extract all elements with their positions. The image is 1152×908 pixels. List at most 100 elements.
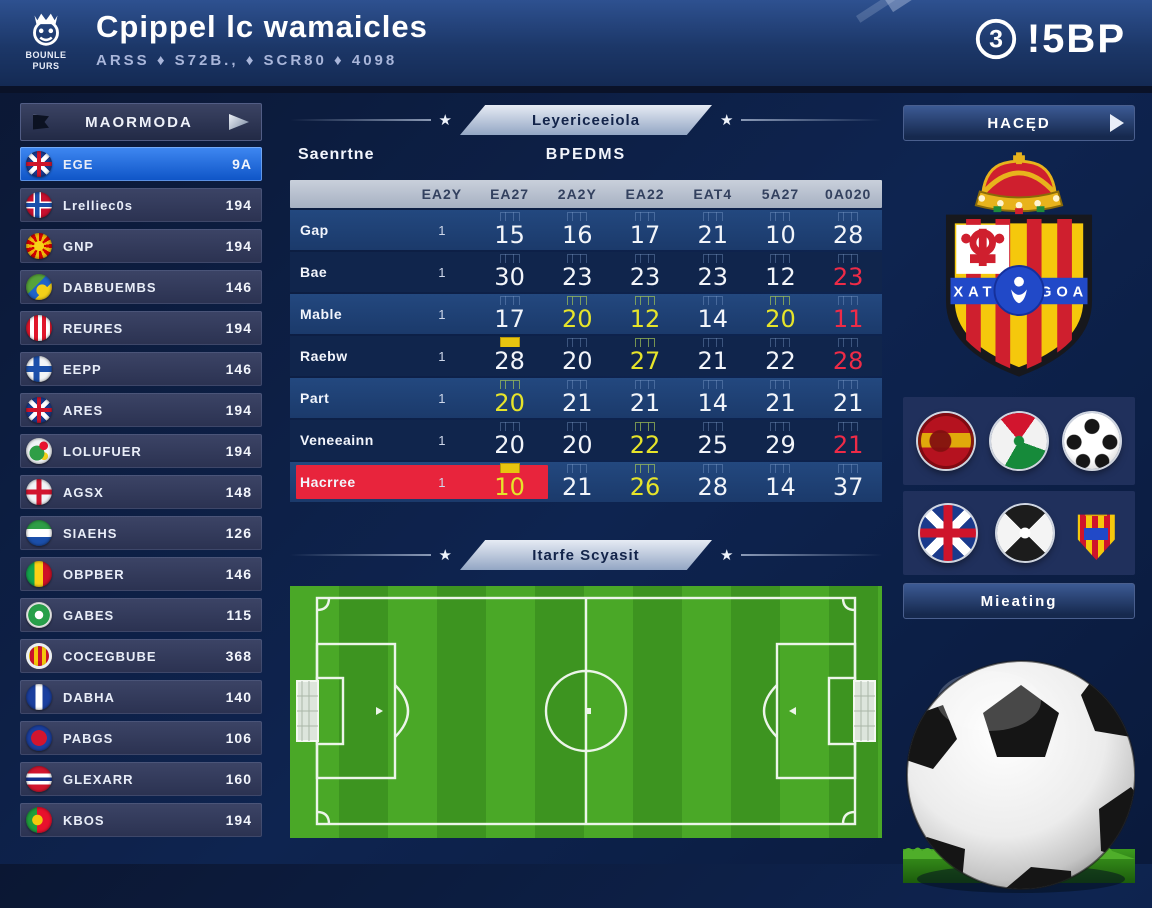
stat-cell: 21 xyxy=(814,379,882,417)
team-row[interactable]: SIAEHS 126 xyxy=(20,516,262,550)
stat-value: 10 xyxy=(494,473,525,501)
stat-row-name: Part xyxy=(300,390,330,406)
team-row[interactable]: COCEGBUBE 368 xyxy=(20,639,262,673)
team-name: REURES xyxy=(63,320,124,336)
column-header: EA27 xyxy=(490,186,530,202)
team-name: LOLUFUER xyxy=(63,443,142,459)
stats-row[interactable]: Part 1 20 21 21 14 21 21 xyxy=(290,378,882,418)
spain-badge-icon[interactable] xyxy=(917,413,974,469)
stat-row-name: Hacrree xyxy=(300,474,356,490)
soccer-ball-badge-icon[interactable] xyxy=(1064,413,1121,469)
flag-dark-icon xyxy=(33,114,49,130)
goal-icon xyxy=(702,463,723,473)
team-row[interactable]: EGE 9A xyxy=(20,147,262,181)
goal-icon xyxy=(499,253,520,263)
stat-cell: 23 xyxy=(814,253,882,291)
stat-value: 20 xyxy=(765,304,796,333)
stats-row[interactable]: Mable 1 17 20 12 14 20 11 xyxy=(290,294,882,334)
banner-title: Leyericeeiola xyxy=(460,105,712,135)
team-row[interactable]: ARES 194 xyxy=(20,393,262,427)
stats-row[interactable]: Raebw 1 28 20 27 21 22 28 xyxy=(290,336,882,376)
play-icon[interactable] xyxy=(1110,114,1124,132)
right-header-top[interactable]: HACĘD xyxy=(903,105,1135,141)
goal-icon xyxy=(838,295,859,305)
stat-value: 20 xyxy=(562,430,593,459)
title-block: Cpippel lc wamaicles ARSS ♦ S72B., ♦ SCR… xyxy=(96,9,428,69)
team-value: 194 xyxy=(225,320,252,336)
team-row[interactable]: GLEXARR 160 xyxy=(20,762,262,796)
stat-value: 23 xyxy=(629,262,661,291)
stats-row[interactable]: Gap 1 15 16 17 21 10 28 xyxy=(290,210,882,250)
team-row[interactable]: DABBUEMBS 146 xyxy=(20,270,262,304)
team-row[interactable]: GNP 194 xyxy=(20,229,262,263)
stat-row-pos: 1 xyxy=(438,222,446,238)
table-column-headers: EA2Y EA27 2A2Y EA22 EAT4 5A27 0A020 xyxy=(290,180,882,208)
team-value: 106 xyxy=(225,730,252,746)
stat-cell: 14 xyxy=(679,295,747,333)
app-header: BOUNLE PURS Cpippel lc wamaicles ARSS ♦ … xyxy=(0,0,1152,93)
goal-icon xyxy=(770,211,791,221)
stat-row-name: Gap xyxy=(300,222,329,238)
crest-green-icon xyxy=(26,438,52,464)
team-row[interactable]: REURES 194 xyxy=(20,311,262,345)
stat-row-pos: 1 xyxy=(438,474,446,490)
stat-value: 28 xyxy=(832,220,864,249)
stat-cell: 28 xyxy=(679,463,747,501)
stats-row[interactable]: Hacrree 1 10 21 26 28 14 37 xyxy=(290,462,882,502)
club-crest: XAT GOA xyxy=(903,141,1135,393)
goal-icon xyxy=(567,253,588,263)
team-name: GLEXARR xyxy=(63,771,134,787)
badge-panel-2 xyxy=(903,491,1135,575)
stats-table: Gap 1 15 16 17 21 10 28 Bae 1 30 23 23 23 12 23 Ma… xyxy=(290,210,882,502)
crest-mini-icon[interactable] xyxy=(1077,514,1115,560)
team-row[interactable]: AGSX 148 xyxy=(20,475,262,509)
stat-value: 21 xyxy=(697,220,728,249)
team-row[interactable]: GABES 115 xyxy=(20,598,262,632)
goal-icon xyxy=(499,379,520,389)
team-value: 146 xyxy=(225,361,252,377)
team-value: 194 xyxy=(225,197,252,213)
team-row[interactable]: PABGS 106 xyxy=(20,721,262,755)
team-row[interactable]: LOLUFUER 194 xyxy=(20,434,262,468)
stat-value: 16 xyxy=(562,220,593,249)
pennant-icon[interactable] xyxy=(229,114,249,130)
stats-row[interactable]: Bae 1 30 23 23 23 12 23 xyxy=(290,252,882,292)
banner-line xyxy=(741,554,882,556)
stat-value: 20 xyxy=(562,304,593,333)
team-row[interactable]: Lrelliec0s 194 xyxy=(20,188,262,222)
team-row[interactable]: KBOS 194 xyxy=(20,803,262,837)
stats-main: ★ Leyericeeiola ★ Saenrtne BPEDMS EA2Y EA… xyxy=(290,105,882,849)
goal-icon xyxy=(770,337,791,347)
stat-cell: 12 xyxy=(611,295,679,333)
stat-row-pos: 1 xyxy=(438,264,446,280)
star-icon: ★ xyxy=(720,112,734,129)
stat-cell: 21 xyxy=(611,379,679,417)
stat-cell: 27 xyxy=(611,337,679,375)
team-value: 194 xyxy=(225,812,252,828)
column-header: EA2Y xyxy=(421,186,463,202)
stat-cell: 20 xyxy=(747,295,815,333)
stat-value: 28 xyxy=(697,472,728,501)
goal-icon xyxy=(635,421,656,431)
stat-value: 27 xyxy=(629,346,661,375)
flag-uk-icon xyxy=(26,151,52,177)
stat-cell: 26 xyxy=(611,463,679,501)
stat-row-name: Raebw xyxy=(300,348,348,364)
stat-cell: 28 xyxy=(814,211,882,249)
goal-icon xyxy=(838,253,859,263)
uk-flag-badge-icon[interactable] xyxy=(919,505,976,561)
sidebar-header: MAORMODA xyxy=(20,103,262,141)
checker-ball-icon[interactable] xyxy=(996,505,1053,561)
stat-value: 28 xyxy=(494,347,525,375)
league-logo: BOUNLE PURS xyxy=(16,4,76,73)
team-row[interactable]: OBPBER 146 xyxy=(20,557,262,591)
team-row[interactable]: DABHA 140 xyxy=(20,680,262,714)
team-value: 194 xyxy=(225,443,252,459)
stat-row-name: Veneeainn xyxy=(300,432,374,448)
right-header-bottom[interactable]: Mieating xyxy=(903,583,1135,619)
team-list: EGE 9A Lrelliec0s 194 GNP 194 DABBUEMBS … xyxy=(20,147,262,837)
basque-ball-icon[interactable] xyxy=(990,413,1047,469)
team-row[interactable]: EEPP 146 xyxy=(20,352,262,386)
team-value: 115 xyxy=(226,607,252,623)
stats-row[interactable]: Veneeainn 1 20 20 22 25 29 21 xyxy=(290,420,882,460)
